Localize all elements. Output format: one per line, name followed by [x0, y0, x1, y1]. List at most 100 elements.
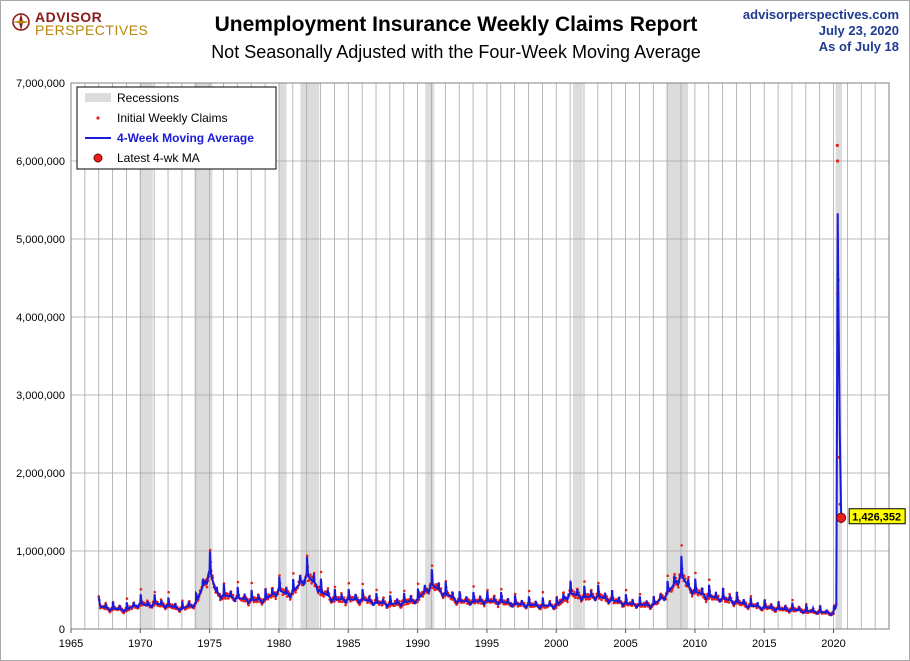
- claims-dot: [690, 594, 694, 598]
- legend-latest-marker: [93, 153, 103, 163]
- claims-dot: [274, 597, 278, 601]
- x-tick-label: 2015: [752, 638, 776, 650]
- claims-dot: [541, 590, 545, 594]
- y-tick-label: 3,000,000: [16, 390, 65, 402]
- plot-area: [70, 82, 890, 630]
- y-axis-ticks: 0 1,000,000 2,000,000 3,000,000 4,000,000 5,0…: [16, 78, 65, 636]
- claims-dot: [472, 585, 475, 588]
- recession-band: [666, 83, 688, 629]
- claims-dot: [236, 580, 240, 584]
- claims-dot: [496, 605, 500, 609]
- claims-dot: [167, 590, 170, 594]
- recession-band: [572, 83, 583, 629]
- claims-dot: [224, 597, 227, 600]
- recession-band: [300, 83, 320, 629]
- x-tick-label: 1975: [197, 638, 221, 650]
- claims-dot: [708, 578, 711, 581]
- claims-dot: [433, 588, 437, 592]
- recession-band: [139, 83, 153, 629]
- claims-dot: [574, 596, 577, 599]
- latest-ma-callout-box: [848, 508, 906, 525]
- x-tick-label: 1980: [267, 638, 291, 650]
- claims-dot: [403, 589, 406, 593]
- claims-dot: [305, 554, 309, 557]
- claims-dot: [333, 585, 337, 589]
- claims-dot: [489, 597, 493, 601]
- x-tick-label: 1970: [128, 638, 152, 650]
- claims-dot: [156, 600, 159, 604]
- as-of-date: As of July 18: [818, 39, 899, 54]
- claims-dot: [630, 604, 634, 607]
- claims-dot: [680, 544, 683, 547]
- legend-recessions-label: Recessions: [117, 91, 179, 105]
- claims-dot: [613, 601, 617, 605]
- latest-ma-label: 1,426,352: [852, 512, 901, 524]
- x-tick-label: 1995: [475, 638, 499, 650]
- claims-dot: [728, 592, 731, 596]
- x-tick-label: 1990: [405, 638, 429, 650]
- y-tick-label: 2,000,000: [16, 468, 65, 480]
- claims-dot: [382, 596, 385, 599]
- claims-dot: [694, 571, 697, 575]
- recession-band: [278, 83, 287, 629]
- x-tick-label: 2020: [821, 638, 845, 650]
- claims-dot: [416, 600, 419, 604]
- claims-dot: [281, 593, 285, 597]
- y-tick-label: 5,000,000: [16, 234, 65, 246]
- moving-average-line: [97, 213, 843, 617]
- claims-dot: [486, 588, 489, 592]
- compass-icon: [12, 13, 30, 31]
- y-tick-label: 1,000,000: [16, 546, 65, 558]
- claims-dot: [717, 594, 720, 598]
- claims-dot: [342, 596, 346, 599]
- claims-dot: [326, 587, 330, 590]
- claims-dot: [398, 600, 401, 603]
- chart-subtitle: Not Seasonally Adjusted with the Four-We…: [211, 42, 701, 62]
- source-site[interactable]: advisorperspectives.com: [742, 7, 899, 22]
- claims-dot: [555, 606, 558, 609]
- claims-dot: [381, 603, 384, 607]
- claims-dot: [562, 591, 565, 594]
- claims-dot: [791, 598, 794, 602]
- claims-dot: [307, 579, 311, 582]
- claims-dot: [227, 597, 230, 600]
- claims-dot: [231, 593, 235, 597]
- claims-dot: [573, 590, 576, 594]
- claims-dot: [294, 591, 297, 594]
- claims-dot: [732, 604, 736, 608]
- claims-dot: [666, 574, 669, 578]
- claims-dot: [171, 603, 174, 606]
- claims-dot: [153, 590, 156, 594]
- advisor-perspectives-logo: ADVISOR PERSPECTIVES: [11, 9, 151, 39]
- claims-dot: [749, 595, 753, 598]
- claims-dot: [309, 573, 312, 576]
- legend-recession-swatch: [85, 93, 111, 102]
- claims-dot: [704, 600, 708, 604]
- claims-dot: [344, 603, 347, 607]
- legend-ma-label: 4-Week Moving Average: [117, 131, 254, 145]
- source-block: advisorperspectives.com July 23, 2020 As…: [743, 7, 899, 55]
- x-tick-label: 1985: [336, 638, 360, 650]
- claims-dot: [208, 548, 212, 552]
- claims-dot: [439, 587, 443, 590]
- claims-dot: [835, 143, 839, 147]
- latest-ma-callout: 1,426,352: [848, 508, 906, 525]
- claims-dot: [317, 585, 321, 589]
- claims-dot: [278, 574, 281, 577]
- claims-dot: [513, 592, 517, 596]
- claims-dot: [597, 581, 600, 585]
- claims-dot: [624, 588, 628, 592]
- claims-dot: [588, 597, 592, 601]
- y-tick-label: 6,000,000: [16, 156, 65, 168]
- claims-dot: [600, 598, 603, 602]
- claims-dot: [500, 587, 503, 591]
- chart-title: Unemployment Insurance Weekly Claims Rep…: [214, 13, 698, 36]
- claims-dot: [347, 581, 351, 585]
- recession-band: [425, 83, 435, 629]
- claims-dot: [677, 586, 680, 589]
- x-tick-label: 2000: [544, 638, 568, 650]
- claims-dot: [583, 580, 586, 583]
- claims-dot: [349, 600, 352, 603]
- claims-dot: [361, 582, 365, 586]
